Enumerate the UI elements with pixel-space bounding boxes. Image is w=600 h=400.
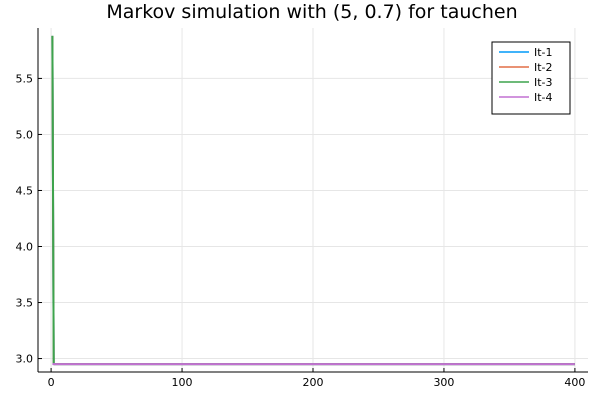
- x-tick-label-1: 100: [172, 376, 193, 389]
- legend-label-3: It-3: [534, 76, 553, 89]
- chart-title: Markov simulation with (5, 0.7) for tauc…: [106, 1, 517, 23]
- legend: It-1 It-2 It-3 It-4: [491, 41, 571, 115]
- tick-labels: 0 100 200 300 400 3.0 3.5 4.0 4.5 5.0 5.5: [16, 72, 586, 389]
- x-tick-label-4: 400: [564, 376, 585, 389]
- grid: [38, 28, 588, 372]
- legend-box: [491, 41, 571, 115]
- x-tick-label-0: 0: [48, 376, 55, 389]
- x-tick-label-2: 200: [303, 376, 324, 389]
- y-tick-label-5: 5.5: [16, 72, 34, 85]
- series-lines: [51, 35, 575, 366]
- y-tick-label-1: 3.5: [16, 297, 34, 310]
- y-tick-label-4: 5.0: [16, 128, 34, 141]
- y-tick-label-0: 3.0: [16, 353, 34, 366]
- legend-label-4: It-4: [534, 91, 553, 104]
- y-tick-label-3: 4.5: [16, 184, 34, 197]
- legend-label-2: It-2: [534, 61, 553, 74]
- x-tick-label-3: 300: [433, 376, 454, 389]
- y-tick-label-2: 4.0: [16, 241, 34, 254]
- legend-label-1: It-1: [534, 46, 553, 59]
- axes: [37, 28, 588, 373]
